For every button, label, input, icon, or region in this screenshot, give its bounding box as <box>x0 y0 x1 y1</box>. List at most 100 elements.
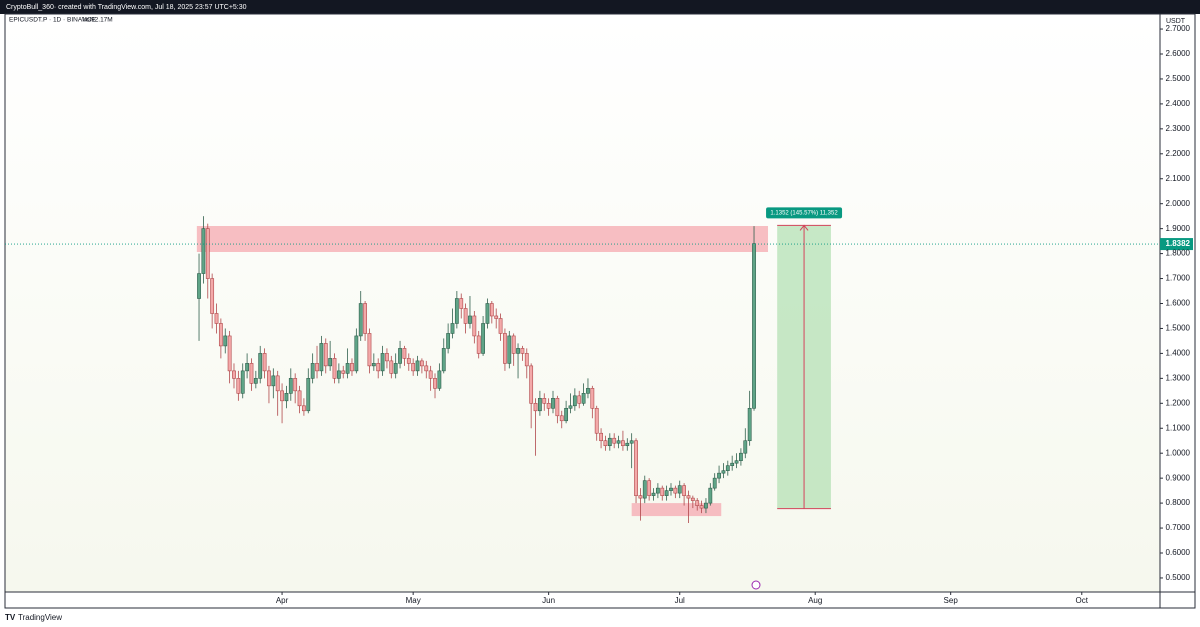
candle-body <box>280 390 284 402</box>
candle-body <box>551 398 555 409</box>
candle-body <box>363 303 367 334</box>
candle-body <box>677 485 682 494</box>
x-tick-label: Aug <box>808 596 822 605</box>
candle-body <box>380 353 385 372</box>
measure-arrow-head <box>799 224 809 231</box>
price-zone <box>631 503 722 517</box>
candle-body <box>485 303 490 324</box>
price-zone <box>196 226 769 253</box>
candle-body <box>507 335 512 364</box>
candle-body <box>275 375 280 392</box>
brand: TradingView <box>18 613 62 622</box>
top-bar <box>0 0 1200 14</box>
y-tick-label: 2.6000 <box>1166 49 1191 58</box>
candle-body <box>616 440 621 444</box>
candle-body <box>267 370 271 387</box>
y-tick-label: 1.8000 <box>1166 249 1191 258</box>
candle-body <box>704 502 708 509</box>
x-tick-label: Apr <box>276 596 289 605</box>
x-tick-label: Jun <box>542 596 555 605</box>
y-tick-label: 1.0000 <box>1166 448 1191 457</box>
candle-body <box>424 365 429 372</box>
candle-body <box>227 335 232 372</box>
y-tick-label: 2.1000 <box>1166 174 1191 183</box>
candle-body <box>594 407 599 434</box>
candle-body <box>468 315 472 324</box>
y-tick-label: 1.1000 <box>1166 423 1191 432</box>
candle-body <box>476 335 481 354</box>
y-tick-label: 1.9000 <box>1166 224 1191 233</box>
candle-body <box>450 323 455 334</box>
candle-body <box>406 358 411 364</box>
candle-body <box>577 395 582 404</box>
candle-body <box>586 388 590 394</box>
candle-body <box>271 375 276 387</box>
candle-body <box>345 363 350 374</box>
currency-label: USDT <box>1166 18 1186 25</box>
candle-body <box>341 370 346 374</box>
candle-body <box>621 440 625 447</box>
candle-body <box>197 273 201 299</box>
candle-body <box>245 363 249 372</box>
y-tick-label: 2.4000 <box>1166 99 1191 108</box>
measure-label: 1.1352 (145.57%) 11,352 <box>770 210 838 216</box>
candle-body <box>420 360 424 367</box>
candle-body <box>350 363 354 372</box>
candle-body <box>463 308 468 324</box>
candle-body <box>520 348 525 354</box>
candle-body <box>699 505 704 509</box>
candle-body <box>494 315 499 319</box>
candle-body <box>564 407 569 422</box>
y-tick-label: 0.5000 <box>1166 573 1191 582</box>
candle-body <box>559 415 564 422</box>
candle-body <box>489 303 494 317</box>
candle-body <box>446 333 451 349</box>
candle-body <box>739 452 743 461</box>
candle-body <box>725 465 730 471</box>
y-tick-label: 1.3000 <box>1166 373 1191 382</box>
y-tick-label: 0.8000 <box>1166 498 1191 507</box>
candle-body <box>568 405 573 409</box>
candle-body <box>376 363 381 372</box>
candle-body <box>454 298 459 324</box>
candle-body <box>572 395 577 407</box>
candle-body <box>210 278 215 314</box>
candle-body <box>664 490 669 496</box>
x-tick-label: Oct <box>1076 596 1089 605</box>
candle-body <box>253 378 258 384</box>
candle-body <box>367 333 372 367</box>
candle-body <box>385 353 389 362</box>
candle-body <box>205 228 210 279</box>
candle-body <box>669 487 673 491</box>
candle-body <box>599 432 603 442</box>
candle-body <box>218 323 223 347</box>
candle-body <box>498 318 503 334</box>
candle-body <box>306 378 311 412</box>
y-tick-label: 0.9000 <box>1166 473 1191 482</box>
candle-body <box>288 378 293 394</box>
candle-body <box>516 348 520 354</box>
candle-body <box>673 487 678 494</box>
candle-body <box>393 363 398 374</box>
candle-body <box>634 440 638 496</box>
candle-body <box>655 487 660 494</box>
measure-label-bg <box>766 207 843 219</box>
layer-overlay: 1.1352 (145.57%) 11,352 1.8382 <box>5 207 1193 510</box>
candle-body <box>201 228 206 274</box>
y-tick-label: 2.7000 <box>1166 24 1191 33</box>
candle-body <box>472 315 477 337</box>
candle-body <box>319 343 324 372</box>
candle-body <box>328 358 333 367</box>
candle-body <box>223 335 228 347</box>
brand-logo: TV <box>5 613 16 622</box>
y-tick-label: 2.2000 <box>1166 149 1191 158</box>
y-tick-label: 2.3000 <box>1166 124 1191 133</box>
candle-body <box>743 440 748 454</box>
last-price-tag <box>1160 238 1193 251</box>
candle-body <box>315 363 319 372</box>
candle-body <box>398 348 402 364</box>
event-icon[interactable] <box>751 580 761 590</box>
candle-body <box>293 378 298 392</box>
candle-body <box>297 390 302 407</box>
